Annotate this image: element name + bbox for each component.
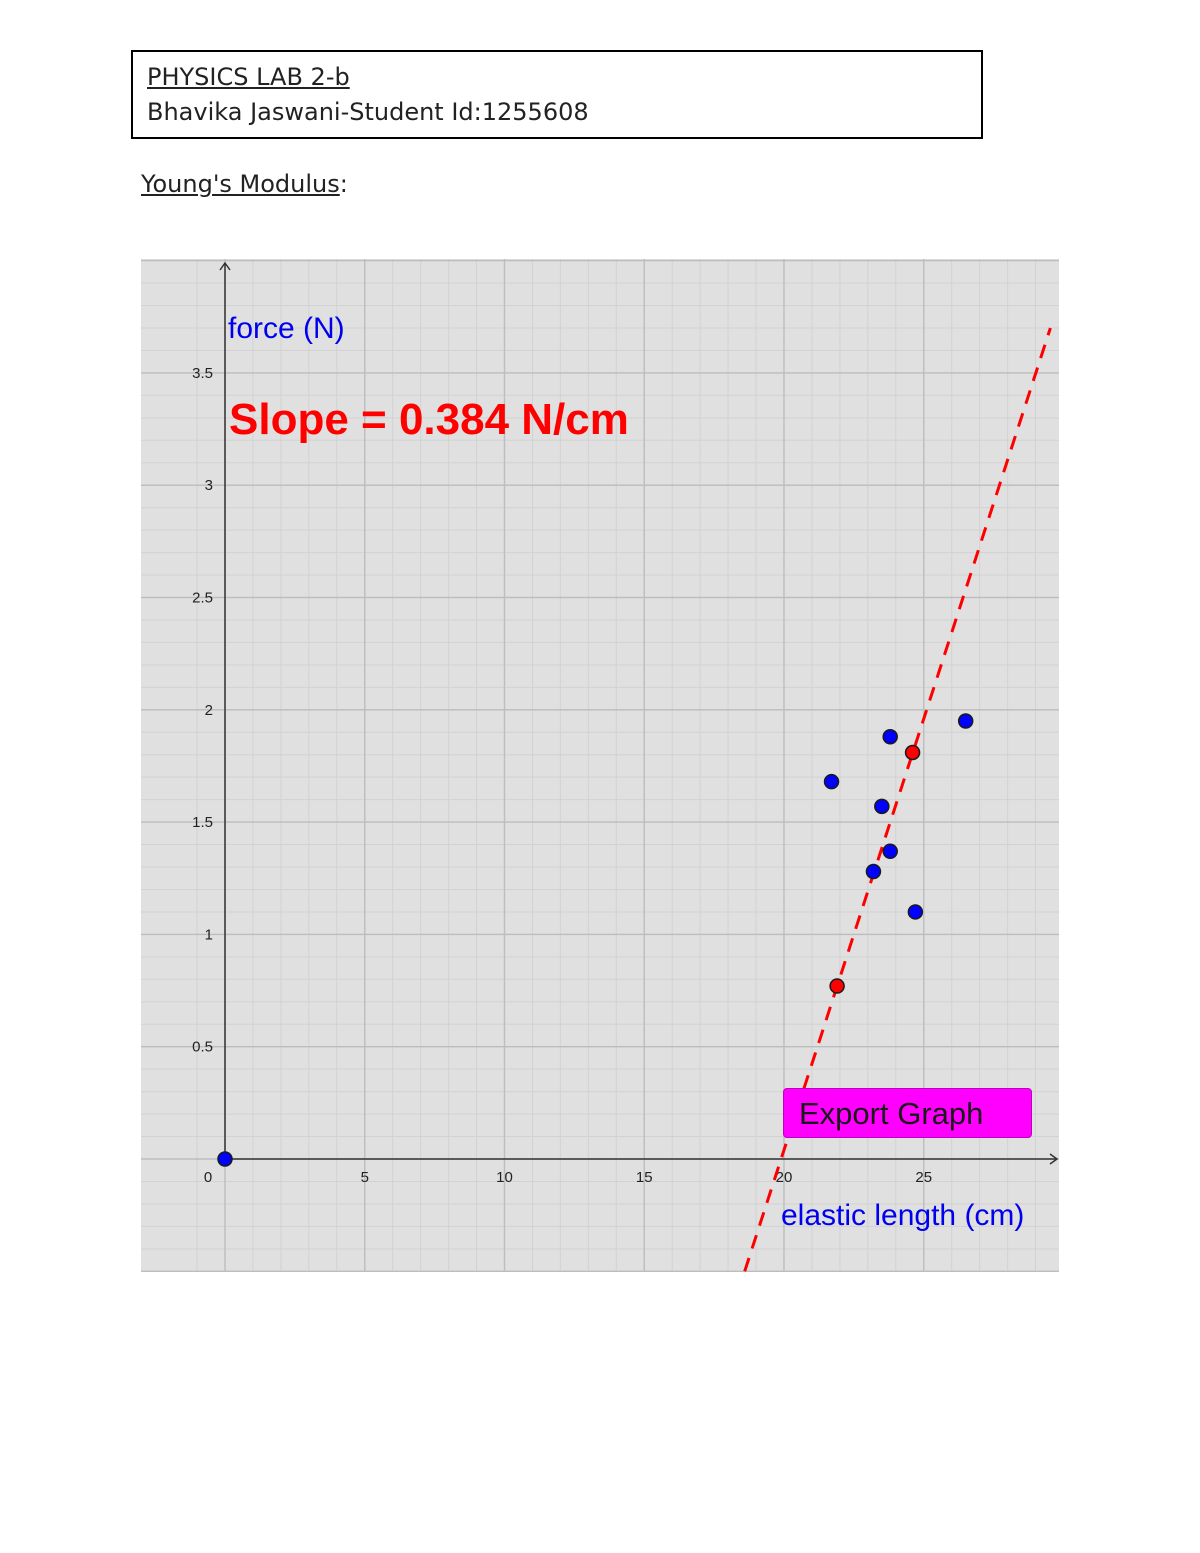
- x-tick-label: 5: [361, 1169, 369, 1186]
- y-tick-label: 1.5: [192, 814, 213, 831]
- lab-title: PHYSICS LAB 2-b: [147, 63, 350, 91]
- y-tick-label: 1: [205, 926, 213, 943]
- y-tick-label: 3: [205, 477, 213, 494]
- data-point: [874, 798, 890, 815]
- y-axis-label: force (N): [228, 312, 345, 345]
- x-tick-label: 25: [915, 1169, 932, 1186]
- x-tick-label: 20: [776, 1169, 793, 1186]
- data-point: [865, 863, 882, 880]
- student-info: Bhavika Jaswani-Student Id:1255608: [147, 98, 589, 126]
- header-box: PHYSICS LAB 2-b Bhavika Jaswani-Student …: [131, 50, 983, 139]
- slope-annotation: Slope = 0.384 N/cm: [229, 395, 629, 444]
- section-heading-colon: :: [339, 170, 348, 198]
- y-tick-label: 3.5: [192, 365, 213, 382]
- data-point: [217, 1151, 233, 1167]
- tick-labels: 0 5 10 15 20 25 0.5 1 1.5 2 2.5 3 3.5: [192, 365, 932, 1186]
- y-axis-arrow: [219, 261, 231, 271]
- axes: [219, 261, 1059, 1165]
- data-point: [823, 773, 840, 790]
- data-point: [882, 729, 898, 745]
- data-points: [217, 713, 974, 1167]
- x-tick-label: 15: [636, 1169, 653, 1186]
- y-tick-label: 2.5: [192, 590, 213, 607]
- y-tick-label: 2: [205, 702, 213, 719]
- fit-point: [829, 978, 845, 994]
- x-tick-label: 10: [496, 1169, 513, 1186]
- x-tick-label: 0: [204, 1169, 212, 1186]
- x-axis-arrow: [1049, 1153, 1059, 1165]
- data-point: [882, 843, 898, 860]
- data-point: [957, 713, 974, 729]
- section-heading: Young's Modulus:: [141, 170, 348, 198]
- fit-line-group: [743, 327, 1052, 1272]
- fit-point: [904, 744, 921, 761]
- export-graph-button[interactable]: Export Graph: [783, 1088, 1032, 1138]
- section-heading-text: Young's Modulus: [141, 170, 340, 198]
- y-tick-label: 0.5: [192, 1039, 213, 1056]
- data-point: [907, 904, 924, 920]
- x-axis-label: elastic length (cm): [781, 1199, 1024, 1232]
- fit-line: [743, 327, 1052, 1272]
